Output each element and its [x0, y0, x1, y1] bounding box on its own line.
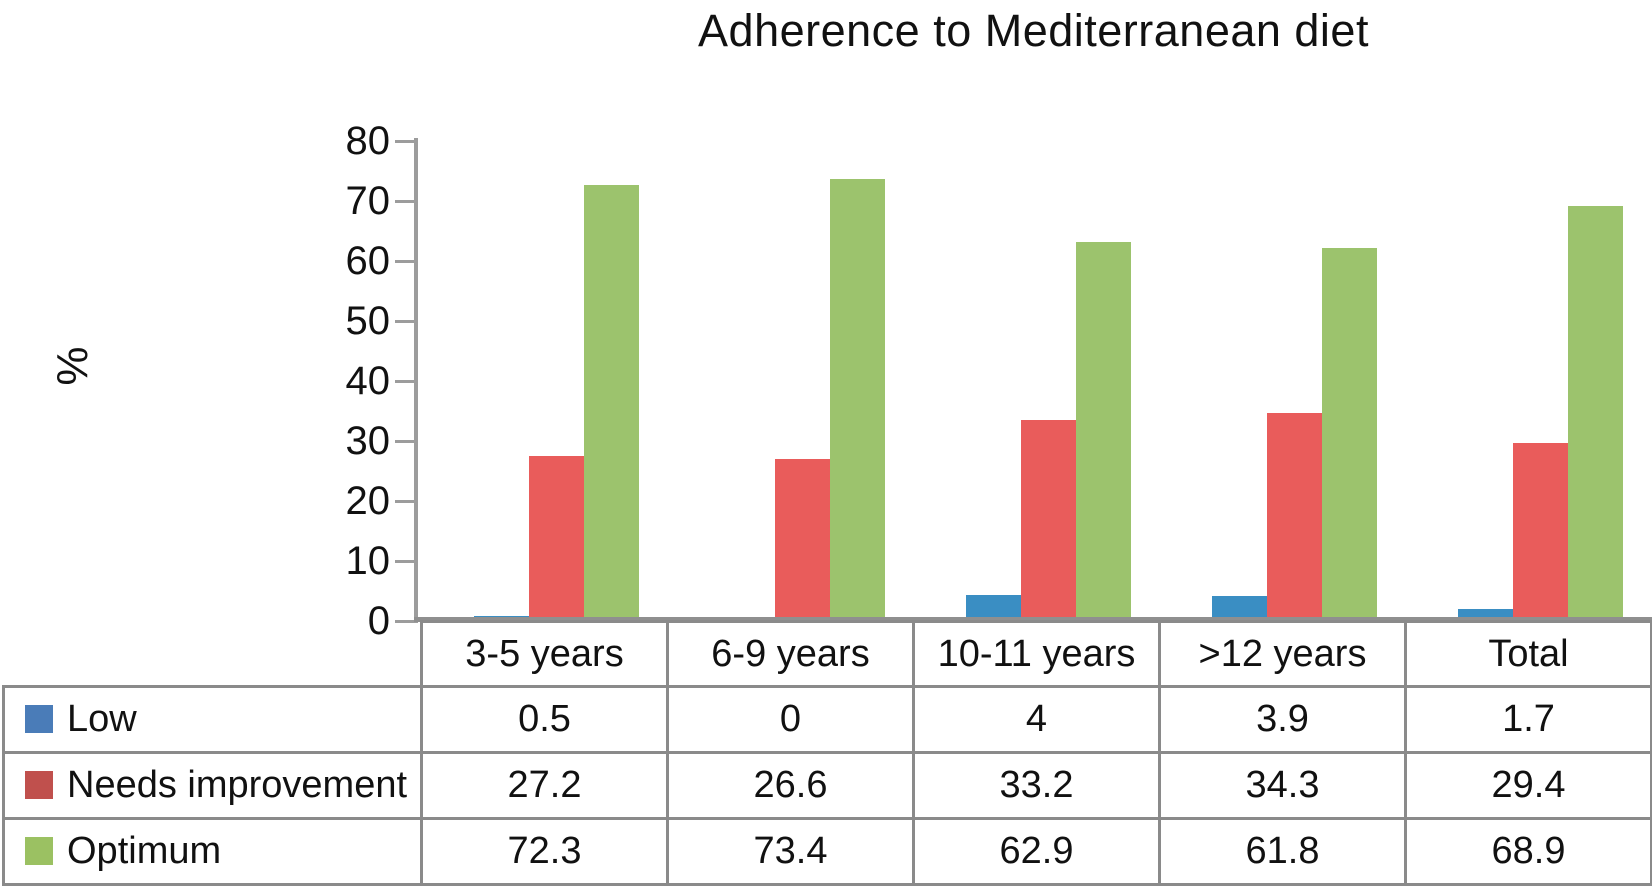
table-row-needs-improvement: Needs improvement 27.2 26.6 33.2 34.3 29.4: [2, 751, 1652, 820]
y-tick-mark: [395, 620, 416, 623]
value-cell-optimum-12-years: 61.8: [1158, 817, 1407, 886]
table-row-low: Low 0.5 0 4 3.9 1.7: [2, 685, 1652, 754]
value-cell-needs-improvement-6-9-years: 26.6: [666, 751, 915, 820]
bar-needs-improvement-12-years: [1267, 413, 1322, 619]
y-tick-label-20: 20: [345, 479, 391, 523]
legend-label-low: Low: [67, 698, 137, 740]
y-tick-label-50: 50: [345, 299, 391, 343]
y-tick-mark: [395, 380, 416, 383]
y-tick-mark: [395, 320, 416, 323]
y-tick-label-70: 70: [345, 179, 391, 223]
category-header-10-11-years: 10-11 years: [912, 620, 1161, 688]
legend-label-needs-improvement: Needs improvement: [67, 764, 408, 806]
value-cell-optimum-6-9-years: 73.4: [666, 817, 915, 886]
value-cell-needs-improvement-3-5-years: 27.2: [420, 751, 669, 820]
legend-cell-needs-improvement: Needs improvement: [2, 751, 423, 820]
category-header-12-years: >12 years: [1158, 620, 1407, 688]
y-axis-line: [414, 138, 418, 623]
legend-cell-low: Low: [2, 685, 423, 754]
value-cell-optimum-10-11-years: 62.9: [912, 817, 1161, 886]
bar-needs-improvement-total: [1513, 442, 1568, 619]
category-header-total: Total: [1404, 620, 1652, 688]
legend-swatch-needs-improvement-icon: [25, 771, 53, 799]
bar-needs-improvement-10-11-years: [1021, 419, 1076, 619]
y-tick-mark: [395, 140, 416, 143]
value-cell-low-6-9-years: 0: [666, 685, 915, 754]
data-table: 3-5 years 6-9 years 10-11 years >12 years To…: [2, 620, 1652, 886]
value-cell-low-3-5-years: 0.5: [420, 685, 669, 754]
category-header-3-5-years: 3-5 years: [420, 620, 669, 688]
y-tick-mark: [395, 440, 416, 443]
value-cell-needs-improvement-total: 29.4: [1404, 751, 1652, 820]
bar-low-total: [1458, 608, 1513, 619]
y-tick-label-60: 60: [345, 239, 391, 283]
bar-needs-improvement-3-5-years: [529, 455, 584, 619]
value-cell-needs-improvement-12-years: 34.3: [1158, 751, 1407, 820]
y-tick-label-40: 40: [345, 359, 391, 403]
value-cell-optimum-3-5-years: 72.3: [420, 817, 669, 886]
value-cell-optimum-total: 68.9: [1404, 817, 1652, 886]
legend-cell-optimum: Optimum: [2, 817, 423, 886]
bar-low-10-11-years: [966, 595, 1021, 619]
y-tick-label-30: 30: [345, 419, 391, 463]
value-cell-needs-improvement-10-11-years: 33.2: [912, 751, 1161, 820]
value-cell-low-12-years: 3.9: [1158, 685, 1407, 754]
bar-optimum-6-9-years: [830, 178, 885, 619]
bar-optimum-total: [1568, 205, 1623, 619]
bar-optimum-10-11-years: [1076, 241, 1131, 619]
bar-optimum-12-years: [1322, 248, 1377, 619]
bar-optimum-3-5-years: [584, 185, 639, 619]
y-axis-label: %: [48, 346, 97, 386]
bar-low-12-years: [1212, 595, 1267, 619]
y-tick-label-80: 80: [345, 119, 391, 163]
category-header-6-9-years: 6-9 years: [666, 620, 915, 688]
value-cell-low-total: 1.7: [1404, 685, 1652, 754]
y-tick-mark: [395, 560, 416, 563]
y-tick-mark: [395, 200, 416, 203]
y-tick-label-0: 0: [367, 599, 390, 643]
table-row-optimum: Optimum 72.3 73.4 62.9 61.8 68.9: [2, 817, 1652, 886]
value-cell-low-10-11-years: 4: [912, 685, 1161, 754]
bar-needs-improvement-6-9-years: [775, 459, 830, 619]
legend-swatch-optimum-icon: [25, 837, 53, 865]
y-tick-label-10: 10: [345, 539, 391, 583]
legend-swatch-low-icon: [25, 705, 53, 733]
y-tick-mark: [395, 260, 416, 263]
y-tick-mark: [395, 500, 416, 503]
table-corner-blank: [4, 622, 422, 687]
chart-title: Adherence to Mediterranean diet: [698, 5, 1369, 56]
legend-label-optimum: Optimum: [67, 830, 222, 872]
x-axis-line: [414, 617, 1652, 622]
